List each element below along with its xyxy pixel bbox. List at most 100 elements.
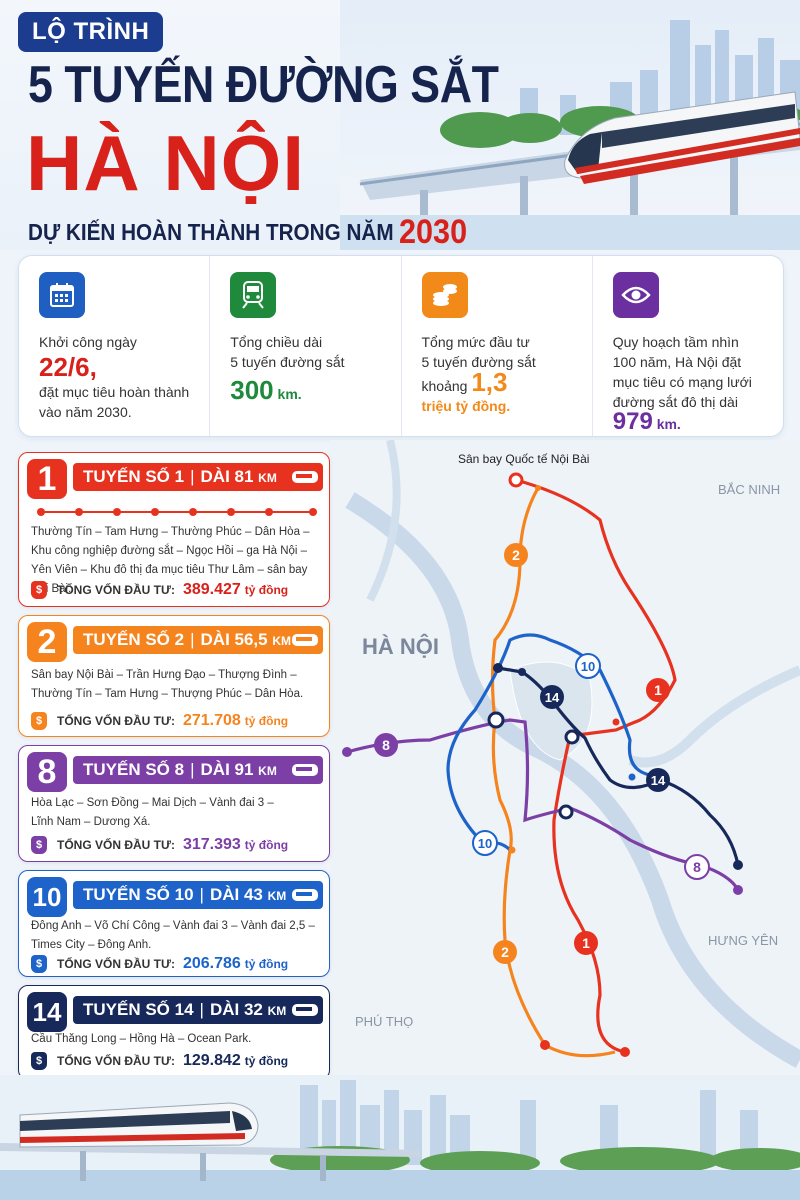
route-km: KM xyxy=(272,634,292,648)
fund-unit: tỷ đồng xyxy=(244,838,289,852)
route-line-2 xyxy=(490,487,616,1058)
station-dot xyxy=(612,718,620,726)
route-name: TUYẾN SỐ 1 xyxy=(83,467,185,486)
region-label-bac-ninh: BẮC NINH xyxy=(718,482,780,497)
stat-label: Quy hoạch tầm nhìn xyxy=(612,334,739,350)
stops-line: Đông Anh – Võ Chí Công – Vành đai 3 – Và… xyxy=(31,920,315,932)
calendar-icon xyxy=(39,272,85,318)
route-length: DÀI 32 xyxy=(209,1000,263,1019)
stat-label: đặt mục tiêu hoàn thành xyxy=(39,384,190,400)
stat-label: 5 tuyến đường sắt xyxy=(230,354,345,370)
route-fund: $ TỔNG VỐN ĐẦU TƯ: 271.708 tỷ đồng xyxy=(31,712,288,730)
route-number: 1 xyxy=(27,459,67,499)
train-icon xyxy=(292,1004,318,1016)
stat-label: mục tiêu có mạng lưới xyxy=(612,374,752,390)
station-dot xyxy=(535,485,541,491)
station-noi-bai xyxy=(508,472,524,488)
station-dot xyxy=(628,773,636,781)
route-stops-line xyxy=(37,508,317,516)
route-card-8: 8 TUYẾN SỐ 8 | DÀI 91 KM Hòa Lạc – Sơn Đồn… xyxy=(18,745,330,862)
train-icon xyxy=(230,272,277,318)
stat-total-investment: Tổng mức đầu tư 5 tuyến đường sắt khoảng… xyxy=(400,256,592,436)
money-bag-icon: $ xyxy=(31,1052,47,1070)
stat-label: 5 tuyến đường sắt xyxy=(421,354,536,370)
route-length: DÀI 43 xyxy=(209,885,263,904)
region-label-hung-yen: HƯNG YÊN xyxy=(708,933,778,948)
line-badge: 2 xyxy=(512,547,520,563)
route-fund: $ TỔNG VỐN ĐẦU TƯ: 206.786 tỷ đồng xyxy=(31,955,288,973)
stops-line: Hòa Lạc – Sơn Đồng – Mai Dịch – Vành đai… xyxy=(31,797,274,809)
route-stops: Sân bay Nội Bài – Trần Hưng Đạo – Thượng… xyxy=(31,666,321,704)
stat-vision: Quy hoạch tầm nhìn 100 năm, Hà Nội đặt m… xyxy=(591,256,783,436)
route-fund: $ TỔNG VỐN ĐẦU TƯ: 317.393 tỷ đồng xyxy=(31,836,288,854)
station-dot xyxy=(518,668,526,676)
region-label-phu-tho: PHÚ THỌ xyxy=(355,1014,413,1029)
train-icon xyxy=(292,764,318,776)
line-badge: 8 xyxy=(693,859,701,875)
route-fund: $ TỔNG VỐN ĐẦU TƯ: 389.427 tỷ đồng xyxy=(31,581,288,599)
route-stops: Đông Anh – Võ Chí Công – Vành đai 3 – Và… xyxy=(31,917,321,955)
line-badge: 14 xyxy=(651,773,666,788)
eye-icon xyxy=(612,272,659,318)
fund-amount: 317.393 xyxy=(182,836,241,853)
train-icon xyxy=(292,889,318,901)
line-badge: 10 xyxy=(581,659,595,674)
route-name: TUYẾN SỐ 14 xyxy=(83,1000,194,1019)
fund-unit: tỷ đồng xyxy=(244,583,289,597)
stat-label: 100 năm, Hà Nội đặt xyxy=(612,354,742,370)
stats-panel: Khởi công ngày 22/6, đặt mục tiêu hoàn t… xyxy=(18,255,784,437)
stat-start-date: Khởi công ngày 22/6, đặt mục tiêu hoàn t… xyxy=(19,256,209,436)
route-number: 10 xyxy=(27,877,67,917)
station-terminal xyxy=(493,663,503,673)
skyline-train-illustration xyxy=(340,0,800,250)
route-card-2: 2 TUYẾN SỐ 2 | DÀI 56,5 KM Sân bay Nội Bài… xyxy=(18,615,330,737)
stat-label: Khởi công ngày xyxy=(39,334,137,350)
route-length: DÀI 56,5 xyxy=(200,630,268,649)
stat-unit: km. xyxy=(277,386,302,402)
stops-line: Sân bay Nội Bài – Trần Hưng Đạo – Thượng… xyxy=(31,669,297,681)
train-icon xyxy=(292,634,318,646)
fund-amount: 389.427 xyxy=(182,581,241,598)
route-title-bar: TUYẾN SỐ 2 | DÀI 56,5 KM xyxy=(73,626,323,654)
stat-value: 1,3 xyxy=(471,367,508,397)
fund-amount: 206.786 xyxy=(182,955,241,972)
route-name: TUYẾN SỐ 10 xyxy=(83,885,194,904)
station-terminal xyxy=(620,1047,630,1057)
route-fund: $ TỔNG VỐN ĐẦU TƯ: 129.842 tỷ đồng xyxy=(31,1052,288,1070)
train-icon xyxy=(292,471,318,483)
stops-line: Thường Tín – Tam Hưng – Thượng Phúc – Dâ… xyxy=(31,688,304,700)
route-name: TUYẾN SỐ 2 xyxy=(83,630,185,649)
line-badge: 1 xyxy=(582,935,590,951)
stat-unit: triệu tỷ đồng. xyxy=(421,398,511,414)
station-terminal xyxy=(733,860,743,870)
stops-line: Cầu Thăng Long – Hồng Hà – Ocean Park. xyxy=(31,1033,252,1045)
route-stops: Cầu Thăng Long – Hồng Hà – Ocean Park. xyxy=(31,1030,321,1049)
interchange-station xyxy=(487,711,505,729)
route-title-bar: TUYẾN SỐ 10 | DÀI 43 KM xyxy=(73,881,323,909)
route-line-1 xyxy=(515,478,677,1054)
route-length: DÀI 81 xyxy=(200,467,254,486)
header-tag: LỘ TRÌNH xyxy=(18,12,164,52)
route-stops: Thường Tín – Tam Hưng – Thường Phúc – Dâ… xyxy=(31,523,321,599)
route-number: 14 xyxy=(27,992,67,1032)
route-length: DÀI 91 xyxy=(200,760,254,779)
money-bag-icon: $ xyxy=(31,581,47,599)
line-badge: 8 xyxy=(382,737,390,753)
stat-label: vào năm 2030. xyxy=(39,404,132,420)
fund-label: TỔNG VỐN ĐẦU TƯ: xyxy=(57,957,175,971)
route-line-8 xyxy=(346,718,740,891)
fund-amount: 129.842 xyxy=(182,1052,241,1069)
footer-skyline-train xyxy=(0,1075,800,1200)
subtitle-year: 2030 xyxy=(399,213,468,250)
title-line-1: 5 TUYẾN ĐƯỜNG SẮT xyxy=(28,56,499,114)
stat-total-length: Tổng chiều dài 5 tuyến đường sắt 300 km. xyxy=(209,256,400,436)
route-number: 8 xyxy=(27,752,67,792)
fund-unit: tỷ đồng xyxy=(244,714,289,728)
route-km: KM xyxy=(258,471,277,485)
interchange-station xyxy=(558,804,574,820)
route-number: 2 xyxy=(27,622,67,662)
money-bag-icon: $ xyxy=(31,836,47,854)
stat-value: 979 xyxy=(612,408,653,435)
money-bag-icon: $ xyxy=(31,955,47,973)
stat-value: 22/6, xyxy=(39,352,97,382)
